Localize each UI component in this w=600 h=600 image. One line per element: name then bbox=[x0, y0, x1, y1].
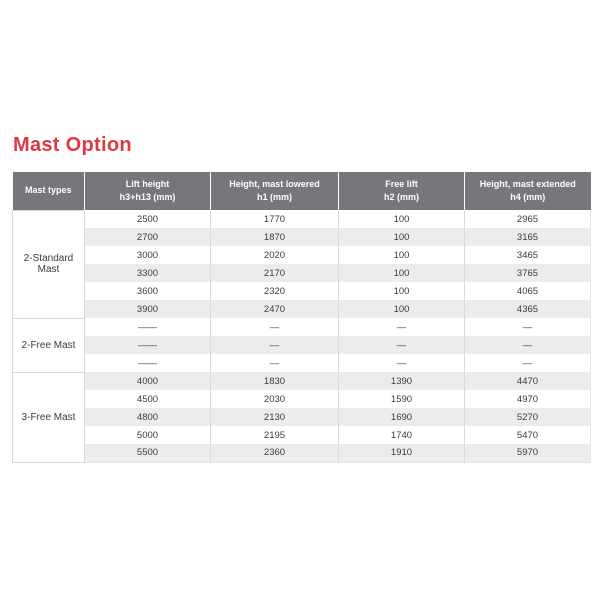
table-cell: 4000 bbox=[84, 372, 211, 390]
table-cell: 1910 bbox=[338, 444, 465, 462]
table-row: —— — — — bbox=[13, 354, 591, 372]
table-cell: 4065 bbox=[464, 282, 591, 300]
table-cell: 3165 bbox=[464, 228, 591, 246]
table-row: 2-Free Mast —— — — — bbox=[12, 317, 591, 373]
table-cell: 100 bbox=[338, 228, 465, 246]
table-cell: — bbox=[210, 336, 339, 354]
table-cell: 2700 bbox=[84, 228, 211, 246]
table-cell: 5970 bbox=[464, 444, 591, 462]
table-row: 5000 2195 1740 5470 bbox=[13, 426, 591, 444]
table-cell: 100 bbox=[338, 264, 465, 282]
table-cell: — bbox=[338, 354, 465, 372]
table-cell: — bbox=[464, 336, 591, 354]
table-cell: 4970 bbox=[464, 390, 591, 408]
column-header: Lift height h3+h13 (mm) bbox=[84, 172, 211, 210]
table-row: 5500 2360 1910 5970 bbox=[13, 444, 591, 462]
table-row: 3300 2170 100 3765 bbox=[13, 264, 591, 282]
table-cell: 1590 bbox=[338, 390, 465, 408]
table-cell: 5000 bbox=[84, 426, 211, 444]
table-row: 2700 1870 100 3165 bbox=[13, 228, 591, 246]
table-cell: 2470 bbox=[210, 300, 339, 318]
table-cell: 2130 bbox=[210, 408, 339, 426]
table-cell: —— bbox=[84, 318, 211, 336]
table-cell: — bbox=[210, 354, 339, 372]
table-body: 2-Standard Mast 2500 1770 100 2965 2700 1870 10… bbox=[12, 209, 591, 463]
table-cell: 3900 bbox=[84, 300, 211, 318]
table-row: 3600 2320 100 4065 bbox=[13, 282, 591, 300]
table-cell: — bbox=[210, 318, 339, 336]
table-cell: 2020 bbox=[210, 246, 339, 264]
table-cell: 2320 bbox=[210, 282, 339, 300]
table-cell: 100 bbox=[338, 282, 465, 300]
mast-option-table: Mast types Lift height h3+h13 (mm) Height,… bbox=[12, 172, 591, 463]
table-cell: 1740 bbox=[338, 426, 465, 444]
table-cell: 2170 bbox=[210, 264, 339, 282]
table-cell: 3600 bbox=[84, 282, 211, 300]
table-cell: 4470 bbox=[464, 372, 591, 390]
table-cell: — bbox=[338, 318, 465, 336]
table-cell: 1770 bbox=[210, 210, 339, 228]
table-cell: 4800 bbox=[84, 408, 211, 426]
table-cell: 1830 bbox=[210, 372, 339, 390]
column-header: Free lift h2 (mm) bbox=[338, 172, 465, 210]
column-header: Mast types bbox=[12, 172, 85, 210]
table-cell: 3765 bbox=[464, 264, 591, 282]
table-row: 3900 2470 100 4365 bbox=[13, 300, 591, 318]
table-cell: 2195 bbox=[210, 426, 339, 444]
table-row: 4800 2130 1690 5270 bbox=[13, 408, 591, 426]
table-header: Mast types Lift height h3+h13 (mm) Height,… bbox=[12, 172, 591, 210]
table-cell: 3465 bbox=[464, 246, 591, 264]
table-cell: — bbox=[464, 354, 591, 372]
mast-type-cell: 3-Free Mast bbox=[12, 371, 85, 463]
column-header: Height, mast extended h4 (mm) bbox=[464, 172, 591, 210]
table-cell: 4365 bbox=[464, 300, 591, 318]
table-cell: 4500 bbox=[84, 390, 211, 408]
table-cell: 3300 bbox=[84, 264, 211, 282]
mast-type-cell: 2-Free Mast bbox=[12, 317, 85, 373]
table-cell: 1390 bbox=[338, 372, 465, 390]
table-row: 2-Standard Mast 2500 1770 100 2965 bbox=[12, 209, 591, 319]
table-cell: —— bbox=[84, 354, 211, 372]
table-cell: 2965 bbox=[464, 210, 591, 228]
table-cell: 5470 bbox=[464, 426, 591, 444]
table-row: 4500 2030 1590 4970 bbox=[13, 390, 591, 408]
table-row: 3000 2020 100 3465 bbox=[13, 246, 591, 264]
table-cell: 2500 bbox=[84, 210, 211, 228]
table-cell: 5500 bbox=[84, 444, 211, 462]
table-cell: 100 bbox=[338, 246, 465, 264]
table-cell: 100 bbox=[338, 300, 465, 318]
table-row: —— — — — bbox=[13, 336, 591, 354]
table-cell: 100 bbox=[338, 210, 465, 228]
table-cell: —— bbox=[84, 336, 211, 354]
table-cell: 2360 bbox=[210, 444, 339, 462]
header-row: Mast types Lift height h3+h13 (mm) Height,… bbox=[12, 172, 591, 210]
table-cell: — bbox=[464, 318, 591, 336]
table-cell: 1870 bbox=[210, 228, 339, 246]
table-cell: 2030 bbox=[210, 390, 339, 408]
column-header: Height, mast lowered h1 (mm) bbox=[210, 172, 339, 210]
page-title: Mast Option bbox=[13, 134, 132, 156]
table-cell: 5270 bbox=[464, 408, 591, 426]
table-cell: 1690 bbox=[338, 408, 465, 426]
table-cell: 3000 bbox=[84, 246, 211, 264]
table-cell: — bbox=[338, 336, 465, 354]
mast-type-cell: 2-Standard Mast bbox=[12, 209, 85, 319]
table-row: 3-Free Mast 4000 1830 1390 4470 bbox=[12, 371, 591, 463]
